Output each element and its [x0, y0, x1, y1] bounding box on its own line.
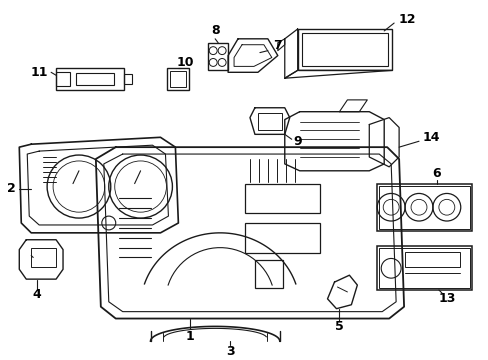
Bar — [257, 113, 281, 130]
Bar — [76, 73, 114, 85]
Bar — [123, 74, 131, 84]
Bar — [379, 248, 469, 288]
Text: 9: 9 — [293, 135, 302, 148]
Text: 5: 5 — [334, 320, 343, 333]
Text: 3: 3 — [225, 345, 234, 357]
Text: 2: 2 — [7, 182, 16, 195]
Bar — [208, 43, 227, 70]
Bar — [379, 185, 469, 229]
Bar — [404, 252, 459, 267]
Text: 11: 11 — [30, 66, 48, 79]
Bar — [167, 68, 189, 90]
Bar — [170, 71, 186, 87]
Bar — [297, 29, 391, 70]
Text: 6: 6 — [432, 167, 440, 180]
Bar — [244, 223, 319, 253]
Bar — [301, 33, 387, 66]
Text: 13: 13 — [437, 292, 455, 305]
Bar — [56, 72, 70, 86]
Bar — [254, 260, 282, 288]
Text: 7: 7 — [273, 39, 282, 52]
Bar — [376, 184, 471, 231]
Text: 4: 4 — [33, 288, 41, 301]
Bar — [244, 184, 319, 213]
Text: 1: 1 — [185, 330, 194, 343]
Text: 10: 10 — [176, 56, 194, 69]
Text: 14: 14 — [421, 131, 439, 144]
Text: 12: 12 — [398, 13, 415, 26]
Bar — [376, 246, 471, 290]
Bar — [31, 248, 56, 267]
Text: 8: 8 — [210, 24, 219, 37]
Bar — [56, 68, 123, 90]
